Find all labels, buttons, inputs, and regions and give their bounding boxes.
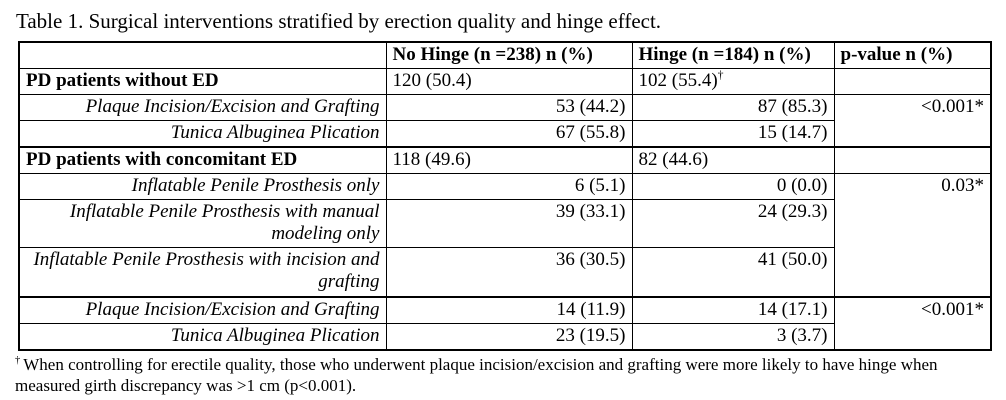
cell-hinge: 15 (14.7)	[631, 120, 835, 148]
cell-hinge: 14 (17.1)	[631, 295, 835, 324]
header-empty-cell	[18, 41, 387, 70]
cell-no-hinge: 39 (33.1)	[385, 199, 633, 249]
cell-p-value	[833, 68, 992, 96]
cell-value: 102 (55.4)	[638, 70, 718, 92]
cell-p-value: <0.001*	[833, 295, 992, 351]
row-label: Plaque Incision/Excision and Grafting	[18, 94, 387, 122]
cell-no-hinge: 118 (49.6)	[385, 146, 633, 175]
cell-no-hinge: 14 (11.9)	[385, 295, 633, 324]
cell-no-hinge: 36 (30.5)	[385, 247, 633, 297]
row-plaque-grafting-no-ed: Plaque Incision/Excision and Grafting 53…	[18, 94, 992, 148]
cell-hinge: 82 (44.6)	[631, 146, 835, 175]
row-tunica-plication-no-ed: Tunica Albuginea Plication 67 (55.8) 15 …	[18, 120, 991, 148]
cell-no-hinge: 6 (5.1)	[385, 173, 633, 201]
row-ipp-incision-grafting: Inflatable Penile Prosthesis with incisi…	[18, 247, 991, 297]
row-label: Inflatable Penile Prosthesis with incisi…	[18, 247, 387, 297]
cell-hinge: 87 (85.3)	[631, 94, 835, 122]
dagger-marker: †	[15, 354, 21, 366]
footnotes: † When controlling for erectile quality, …	[15, 354, 965, 400]
cell-hinge: 102 (55.4)†	[631, 68, 835, 96]
row-label: Inflatable Penile Prosthesis only	[18, 173, 387, 201]
row-ipp-manual-modeling: Inflatable Penile Prosthesis with manual…	[18, 199, 991, 249]
row-label: PD patients without ED	[18, 68, 387, 96]
row-pd-with-ed: PD patients with concomitant ED 118 (49.…	[18, 146, 992, 175]
cell-hinge: 41 (50.0)	[631, 247, 835, 297]
cell-no-hinge: 67 (55.8)	[385, 120, 633, 148]
footnote-text: Statistical significance (p <0.05).	[28, 398, 253, 400]
row-tunica-plication-with-ed: Tunica Albuginea Plication 23 (19.5) 3 (…	[18, 322, 991, 351]
cell-no-hinge: 120 (50.4)	[385, 68, 633, 96]
cell-no-hinge: 23 (19.5)	[385, 322, 633, 351]
header-row: No Hinge (n =238) n (%) Hinge (n =184) n…	[18, 41, 992, 70]
row-plaque-grafting-with-ed: Plaque Incision/Excision and Grafting 14…	[18, 295, 992, 351]
cell-p-value: 0.03*	[833, 173, 992, 297]
footnote-dagger: † When controlling for erectile quality, …	[15, 354, 965, 398]
footnote-asterisk: * Statistical significance (p <0.05).	[15, 397, 965, 400]
cell-no-hinge: 53 (44.2)	[385, 94, 633, 122]
row-ipp-only: Inflatable Penile Prosthesis only 6 (5.1…	[18, 173, 992, 297]
asterisk-marker: *	[15, 398, 24, 400]
header-p-value: p-value n (%)	[833, 41, 992, 70]
row-label: Plaque Incision/Excision and Grafting	[18, 295, 387, 324]
footnote-text: When controlling for erectile quality, t…	[15, 354, 938, 396]
cell-hinge: 0 (0.0)	[631, 173, 835, 201]
table-title: Table 1. Surgical interventions stratifi…	[16, 9, 662, 33]
row-pd-without-ed: PD patients without ED 120 (50.4) 102 (5…	[18, 68, 992, 96]
row-label: Inflatable Penile Prosthesis with manual…	[18, 199, 387, 249]
header-hinge: Hinge (n =184) n (%)	[631, 41, 835, 70]
row-label: Tunica Albuginea Plication	[18, 322, 387, 351]
header-no-hinge: No Hinge (n =238) n (%)	[385, 41, 633, 70]
cell-hinge: 3 (3.7)	[631, 322, 835, 351]
row-label: Tunica Albuginea Plication	[18, 120, 387, 148]
cell-value: 120 (50.4)	[392, 70, 472, 92]
cell-hinge: 24 (29.3)	[631, 199, 835, 249]
surgical-interventions-table: No Hinge (n =238) n (%) Hinge (n =184) n…	[18, 41, 992, 351]
page: Table 1. Surgical interventions stratifi…	[0, 9, 1006, 400]
dagger-superscript: †	[717, 68, 724, 82]
cell-p-value	[833, 146, 992, 175]
cell-p-value: <0.001*	[833, 94, 992, 148]
row-label: PD patients with concomitant ED	[18, 146, 387, 175]
